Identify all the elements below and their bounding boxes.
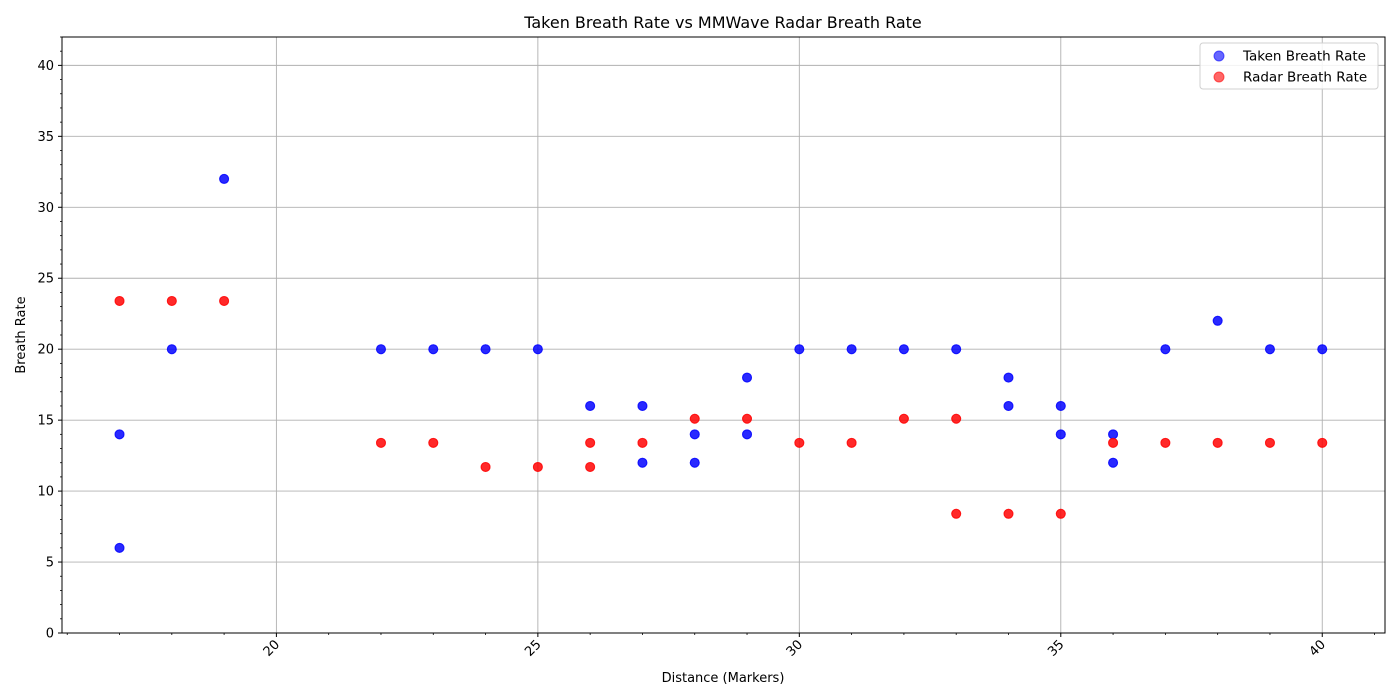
radar-point-overlay [1160, 437, 1171, 448]
radar-point-overlay [375, 437, 386, 448]
y-tick-label: 0 [46, 627, 54, 642]
plot-frame [61, 36, 1386, 634]
x-tick-label: 20 [261, 637, 283, 659]
radar-point-overlay [1108, 437, 1119, 448]
taken-point-overlay [689, 457, 700, 468]
y-tick-label: 15 [37, 414, 54, 429]
taken-point-overlay [1055, 429, 1066, 440]
taken-point-overlay [428, 344, 439, 355]
taken-point-overlay [114, 429, 125, 440]
taken-point-overlay [637, 400, 648, 411]
y-tick-label: 5 [46, 556, 54, 571]
taken-point-overlay [1212, 315, 1223, 326]
taken-point-overlay [742, 372, 753, 383]
legend-marker-radar [1213, 71, 1225, 83]
x-tick-label: 35 [1045, 637, 1067, 659]
radar-point-overlay [689, 413, 700, 424]
radar-point-overlay [637, 437, 648, 448]
taken-point-overlay [375, 344, 386, 355]
x-tick-label: 40 [1307, 637, 1329, 659]
y-tick-label: 35 [37, 130, 54, 145]
taken-point-overlay [637, 457, 648, 468]
radar-point-overlay [585, 461, 596, 472]
radar-point-overlay [1212, 437, 1223, 448]
radar-point-overlay [1003, 508, 1014, 519]
taken-point-overlay [1003, 400, 1014, 411]
taken-point-overlay [480, 344, 491, 355]
radar-point-overlay [480, 461, 491, 472]
x-tick-label: 25 [522, 637, 544, 659]
radar-point-overlay [951, 413, 962, 424]
radar-point-overlay [742, 413, 753, 424]
series-taken [114, 173, 1328, 553]
legend-label-radar: Radar Breath Rate [1243, 70, 1367, 86]
radar-point-overlay [1317, 437, 1328, 448]
radar-point-overlay [1055, 508, 1066, 519]
taken-point-overlay [689, 429, 700, 440]
taken-point-overlay [1160, 344, 1171, 355]
legend-frame [1199, 42, 1379, 90]
y-tick-label: 20 [37, 343, 54, 358]
y-axis-label: Breath Rate [14, 296, 29, 373]
y-tick-label: 30 [37, 201, 54, 216]
radar-point-overlay [898, 413, 909, 424]
radar-point-overlay [428, 437, 439, 448]
taken-point-overlay [742, 429, 753, 440]
taken-point-overlay [794, 344, 805, 355]
y-tick-label: 40 [37, 59, 54, 74]
taken-point-overlay [585, 400, 596, 411]
radar-point-overlay [166, 295, 177, 306]
taken-point-overlay [898, 344, 909, 355]
taken-point-overlay [846, 344, 857, 355]
radar-point-overlay [114, 295, 125, 306]
legend-marker-taken [1213, 50, 1225, 62]
data-points [114, 173, 1328, 553]
taken-point-overlay [532, 344, 543, 355]
radar-point-overlay [532, 461, 543, 472]
x-axis-label: Distance (Markers) [662, 671, 785, 686]
y-tick-label: 25 [37, 272, 54, 287]
grid [62, 37, 1385, 634]
y-tick-label: 10 [37, 485, 54, 500]
radar-point-overlay [951, 508, 962, 519]
legend: Taken Breath Rate Radar Breath Rate [1199, 42, 1379, 90]
radar-point-overlay [219, 295, 230, 306]
taken-point-overlay [1055, 400, 1066, 411]
taken-point-overlay [166, 344, 177, 355]
chart-title: Taken Breath Rate vs MMWave Radar Breath… [523, 13, 922, 32]
legend-label-taken: Taken Breath Rate [1242, 49, 1366, 65]
taken-point-overlay [1108, 457, 1119, 468]
taken-point-overlay [1264, 344, 1275, 355]
radar-point-overlay [585, 437, 596, 448]
taken-point-overlay [219, 173, 230, 184]
axis-ticks: 20 25 30 35 40 0 5 10 15 20 25 30 35 40 [37, 36, 1375, 660]
taken-point-overlay [1108, 429, 1119, 440]
taken-point-overlay [1003, 372, 1014, 383]
series-radar [114, 295, 1328, 519]
taken-point-overlay [951, 344, 962, 355]
x-tick-label: 30 [784, 637, 806, 659]
radar-point-overlay [1264, 437, 1275, 448]
radar-point-overlay [846, 437, 857, 448]
taken-point-overlay [114, 542, 125, 553]
radar-point-overlay [794, 437, 805, 448]
taken-point-overlay [1317, 344, 1328, 355]
